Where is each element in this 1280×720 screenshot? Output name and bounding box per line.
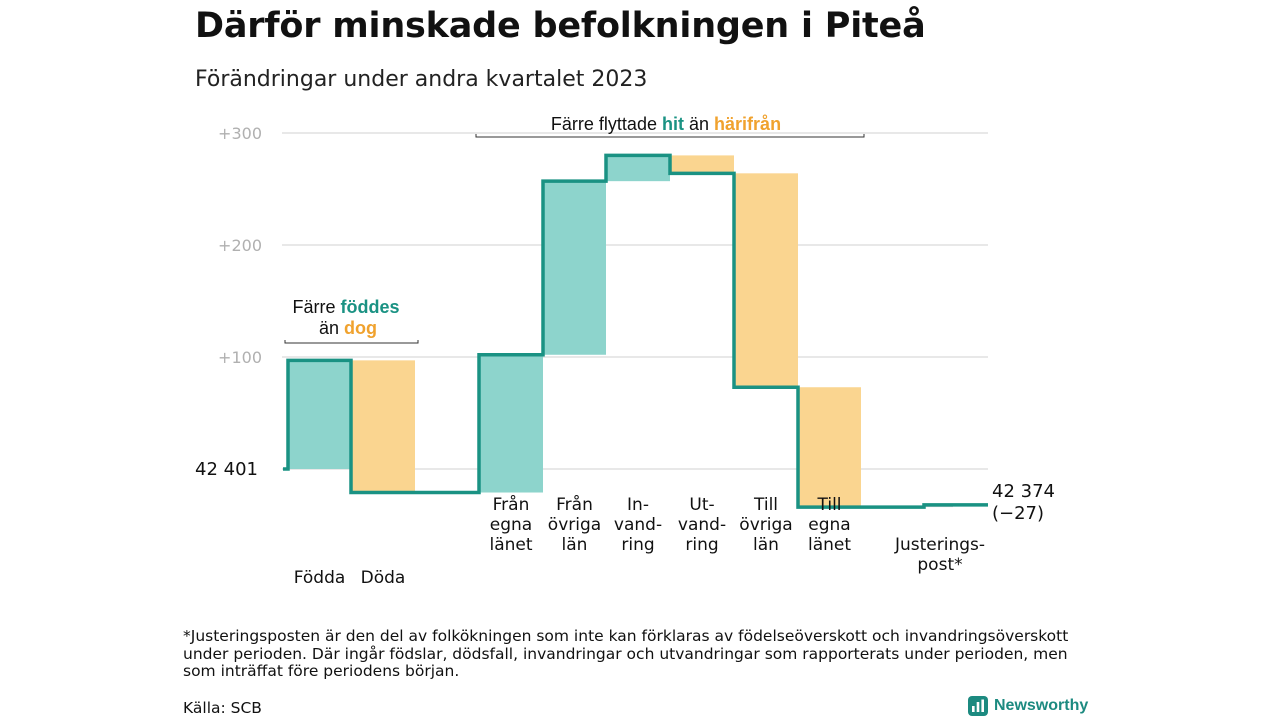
bar-decrease-5 bbox=[670, 155, 734, 174]
category-label-line: övriga bbox=[739, 515, 792, 535]
annotation-word: än bbox=[319, 318, 339, 338]
source-label: Källa: SCB bbox=[183, 699, 262, 717]
y-tick-label: +200 bbox=[218, 236, 262, 255]
category-label-line: länet bbox=[808, 535, 851, 555]
category-label: Till övriga län bbox=[739, 495, 792, 555]
bar-increase-0 bbox=[288, 360, 351, 469]
annotation-word: Färre bbox=[292, 297, 335, 317]
annotation-word: än bbox=[689, 114, 709, 134]
category-label-line: post* bbox=[917, 555, 962, 575]
category-label: Från övriga län bbox=[548, 494, 601, 555]
bar-increase-3 bbox=[543, 181, 606, 355]
end-value-label: 42 374 bbox=[992, 481, 1055, 502]
category-label-line: egna bbox=[490, 515, 532, 535]
category-label-line: egna bbox=[808, 515, 850, 535]
annotation-word: Färre flyttade bbox=[551, 114, 657, 134]
category-label: In-vand-ring bbox=[614, 495, 662, 555]
category-label: Födda bbox=[294, 568, 346, 588]
start-value-label: 42 401 bbox=[195, 459, 258, 480]
births-annotation-line2: än dog bbox=[319, 318, 377, 338]
category-label: Från egna länet bbox=[489, 494, 532, 555]
category-label-line: länet bbox=[489, 535, 532, 555]
brand-name: Newsworthy bbox=[994, 697, 1089, 714]
annotation-word: dog bbox=[344, 318, 377, 338]
category-label-line: övriga bbox=[548, 515, 601, 535]
chart-title: Därför minskade befolkningen i Piteå bbox=[195, 6, 926, 46]
births-annotation-line1: Färre föddes bbox=[292, 297, 399, 317]
category-label-line: Justerings- bbox=[894, 535, 985, 555]
category-label-line: Från bbox=[556, 494, 593, 515]
annotation-word: härifrån bbox=[714, 114, 781, 134]
category-label-line: Döda bbox=[361, 568, 406, 588]
bar-decrease-6 bbox=[734, 173, 798, 388]
annotation-word: föddes bbox=[341, 297, 400, 317]
footnote: *Justeringsposten är den del av folkökni… bbox=[183, 627, 1069, 680]
newsworthy-logo-icon bbox=[968, 696, 988, 716]
annotation-word: hit bbox=[662, 114, 684, 134]
bar-increase-4 bbox=[606, 155, 670, 182]
moves-annotation: Färre flyttade hit än härifrån bbox=[551, 114, 781, 134]
bar-layer bbox=[288, 155, 953, 508]
category-label: Till egna länet bbox=[808, 495, 851, 555]
brand-logo[interactable]: Newsworthy bbox=[968, 696, 1088, 716]
bar-decrease-1 bbox=[351, 360, 415, 493]
category-label-line: Födda bbox=[294, 568, 346, 588]
change-value-label: (−27) bbox=[992, 503, 1044, 524]
bar-increase-2 bbox=[479, 354, 543, 493]
category-label-line: vand- bbox=[678, 515, 726, 535]
category-label-line: vand- bbox=[614, 515, 662, 535]
category-label-line: län bbox=[562, 535, 588, 555]
moves-annotation-bracket bbox=[475, 134, 865, 138]
category-label-line: ring bbox=[685, 535, 718, 555]
category-label-line: In- bbox=[627, 495, 649, 515]
annotation-layer: Färre föddes än dog Färre flyttade hit ä… bbox=[284, 114, 865, 344]
category-label: Döda bbox=[361, 568, 406, 588]
category-label-line: Till bbox=[816, 495, 841, 515]
y-tick-label: +100 bbox=[218, 348, 262, 367]
step-line bbox=[283, 153, 988, 509]
category-label-line: län bbox=[753, 535, 779, 555]
births-annotation-bracket bbox=[284, 340, 419, 344]
category-label-line: Till bbox=[753, 495, 778, 515]
bar-decrease-7 bbox=[798, 387, 861, 508]
step-line-layer bbox=[283, 153, 988, 509]
category-label-line: Ut- bbox=[689, 495, 714, 515]
y-tick-label: +300 bbox=[218, 124, 262, 143]
category-label: Justerings-post* bbox=[894, 535, 985, 575]
chart-subtitle: Förändringar under andra kvartalet 2023 bbox=[195, 67, 648, 92]
category-label-line: ring bbox=[621, 535, 654, 555]
category-label: Ut-vand-ring bbox=[678, 495, 726, 555]
category-label-line: Från bbox=[493, 494, 530, 515]
